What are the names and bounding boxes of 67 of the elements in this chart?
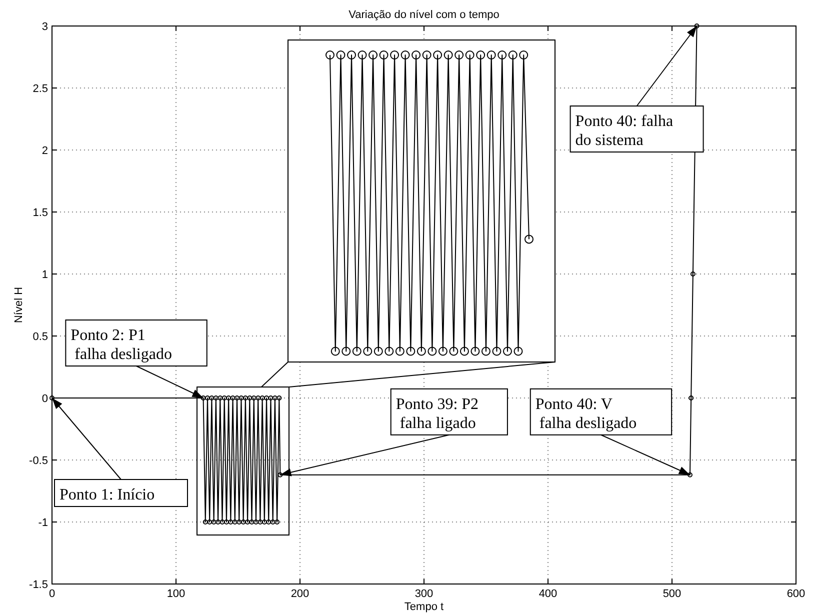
point <box>218 396 223 400</box>
point <box>50 396 54 400</box>
y-axis-title: Nível H <box>13 286 25 324</box>
point <box>211 520 216 524</box>
point <box>253 520 258 524</box>
point <box>262 520 267 524</box>
point <box>228 520 234 524</box>
point <box>226 396 232 400</box>
chart-title: Variação do nível com o tempo <box>348 9 500 21</box>
point <box>200 396 206 400</box>
y-tick-label: 2 <box>42 145 48 157</box>
y-tick-label: -1 <box>38 517 48 529</box>
point <box>230 396 236 400</box>
point <box>232 520 238 524</box>
x-tick-label: 500 <box>662 588 682 600</box>
point <box>264 396 270 400</box>
x-axis-title: Tempo t <box>404 601 444 613</box>
point <box>207 520 212 524</box>
point <box>266 520 272 524</box>
point <box>258 520 263 524</box>
point <box>242 396 248 400</box>
point <box>256 396 261 400</box>
point <box>204 396 210 400</box>
annotation: Ponto 1: Início <box>60 486 155 504</box>
point <box>690 272 696 276</box>
point <box>202 520 208 524</box>
point <box>213 396 218 400</box>
y-tick-label: 0 <box>42 393 48 405</box>
point <box>278 472 283 478</box>
point <box>276 396 282 400</box>
point <box>270 520 276 524</box>
annotation: Ponto 39: P2 falha ligado <box>396 396 479 432</box>
y-tick-label: -1.5 <box>29 579 48 591</box>
annotation: Ponto 40: falha do sistema <box>575 113 674 149</box>
y-tick-label: -0.5 <box>29 455 48 467</box>
point <box>688 396 694 400</box>
annotation: Ponto 2: P1 falha desligado <box>70 327 172 363</box>
point <box>220 520 225 524</box>
y-tick-label: 2.5 <box>32 83 48 95</box>
x-tick-label: 200 <box>290 588 310 600</box>
y-tick-label: 3 <box>42 21 48 33</box>
y-tick-label: 1 <box>42 269 48 281</box>
x-tick-label: 100 <box>166 588 186 600</box>
point <box>236 520 242 524</box>
x-tick-label: 300 <box>414 588 434 600</box>
point <box>247 396 252 400</box>
point <box>274 520 280 524</box>
point <box>249 520 254 524</box>
annotation: Ponto 40: V falha desligado <box>535 396 637 432</box>
point <box>694 24 700 28</box>
point <box>216 520 221 524</box>
point <box>245 520 250 524</box>
point <box>268 396 274 400</box>
point <box>238 396 244 400</box>
x-tick-label: 400 <box>538 588 558 600</box>
point <box>260 396 265 400</box>
point <box>222 396 227 400</box>
y-tick-label: 1.5 <box>32 207 48 219</box>
point <box>209 396 214 400</box>
point <box>251 396 256 400</box>
x-tick-label: 600 <box>786 588 806 600</box>
point <box>687 472 692 478</box>
y-tick-label: 0.5 <box>32 331 48 343</box>
point <box>240 520 246 524</box>
point <box>272 396 278 400</box>
point <box>224 520 229 524</box>
point <box>234 396 240 400</box>
